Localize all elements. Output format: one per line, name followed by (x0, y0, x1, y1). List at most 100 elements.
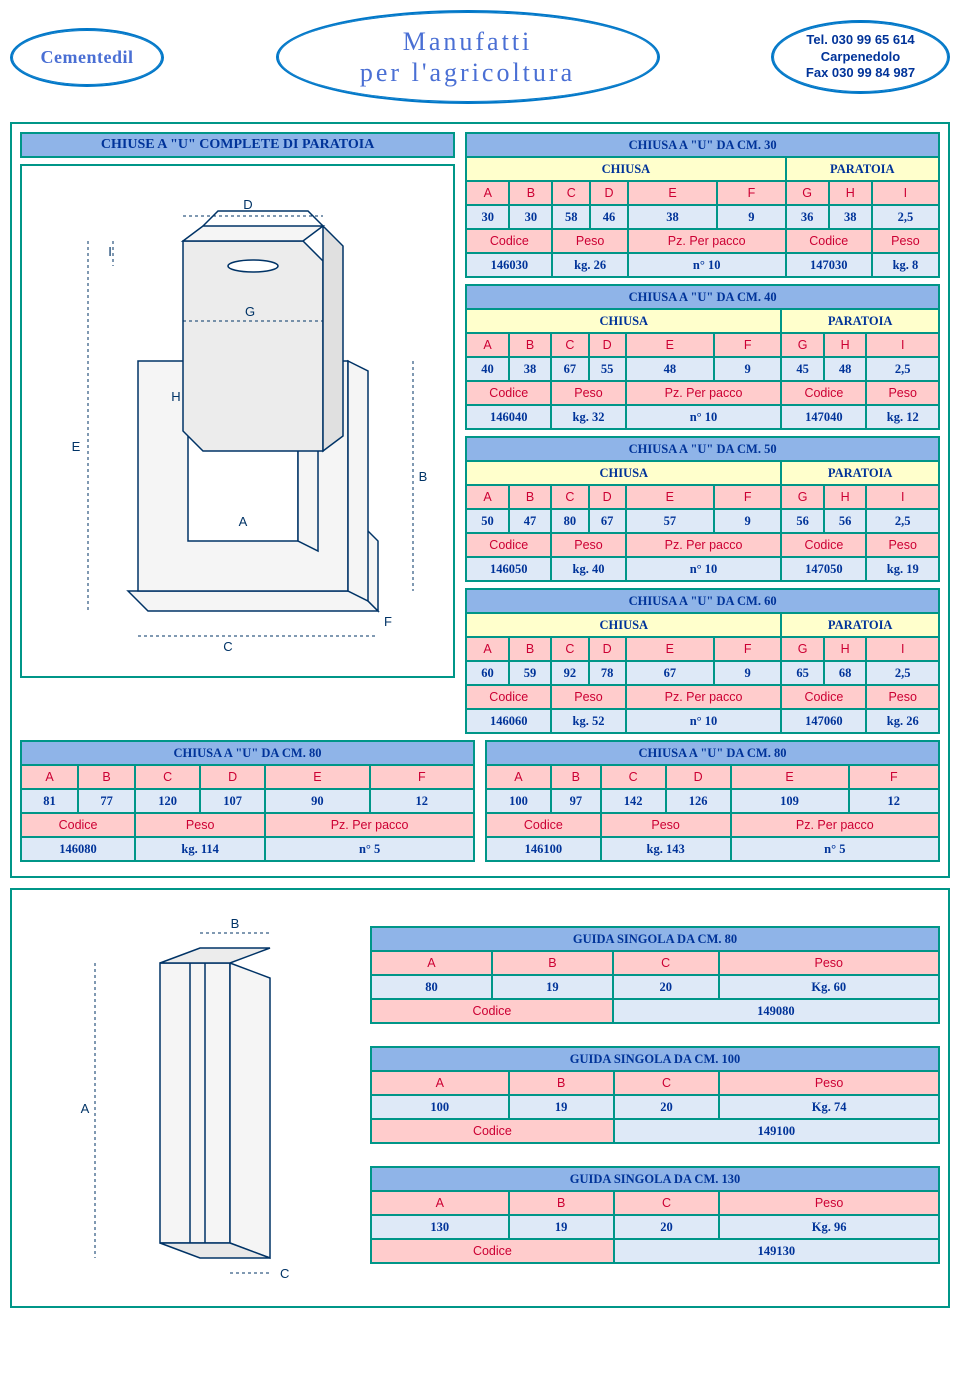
val-cell: 67 (626, 661, 714, 685)
col-C: C (551, 485, 588, 509)
val-peso: Kg. 60 (719, 975, 939, 999)
val-peso: kg. 26 (552, 253, 627, 277)
val-B: 19 (509, 1215, 614, 1239)
lbl-pz: Pz. Per pacco (265, 813, 474, 837)
val-C: 20 (614, 1095, 719, 1119)
diagram-title: CHIUSE A "U" COMPLETE DI PARATOIA (20, 132, 455, 158)
val-cell: 100 (486, 789, 551, 813)
val-peso: Kg. 74 (719, 1095, 939, 1119)
col-C: C (613, 951, 719, 975)
val-cell: 12 (370, 789, 474, 813)
lbl-peso: Peso (551, 381, 625, 405)
val-cell: 2,5 (866, 357, 939, 381)
col-F: F (370, 765, 474, 789)
table-title: CHIUSA A "U" DA CM. 50 (466, 437, 939, 461)
col-A: A (21, 765, 78, 789)
col-D: D (589, 637, 626, 661)
table-title: CHIUSA A "U" DA CM. 80 (21, 741, 474, 765)
col-E: E (626, 485, 714, 509)
val-cell: 57 (626, 509, 714, 533)
sub-chiusa: CHIUSA (466, 309, 781, 333)
chiusa-diagram: D I G H E B A C F (20, 164, 455, 678)
lbl-peso: Peso (551, 685, 625, 709)
lbl-codice: Codice (466, 229, 552, 253)
val-A: 80 (371, 975, 492, 999)
contact-oval: Tel. 030 99 65 614 Carpenedolo Fax 030 9… (771, 20, 950, 94)
lbl-codice: Codice (466, 685, 551, 709)
lbl-codice: Codice (781, 685, 866, 709)
lbl-codice: Codice (371, 1239, 614, 1263)
val-A: 100 (371, 1095, 509, 1119)
chiusa80-table: CHIUSA A "U" DA CM. 80 ABCDEF 1009714212… (485, 740, 940, 862)
col-I: I (866, 485, 939, 509)
guida-table: GUIDA SINGOLA DA CM. 80 A B C Peso 80 19… (370, 926, 940, 1024)
sub-paratoia: PARATOIA (781, 613, 939, 637)
lbl-peso: Peso (601, 813, 731, 837)
col-C: C (614, 1071, 719, 1095)
col-F: F (849, 765, 939, 789)
col-E: E (626, 637, 714, 661)
val-C: 20 (613, 975, 719, 999)
val-cell: 30 (466, 205, 509, 229)
val-cell: 90 (265, 789, 369, 813)
lbl-peso: Peso (552, 229, 627, 253)
chiusa-table: CHIUSA A "U" DA CM. 40 CHIUSAPARATOIA AB… (465, 284, 940, 430)
val-cell: 38 (628, 205, 717, 229)
val-cell: 67 (589, 509, 626, 533)
val-cell: 9 (714, 661, 781, 685)
guida-svg: B A C (30, 903, 330, 1293)
col-F: F (714, 333, 781, 357)
val-pz: n° 5 (265, 837, 474, 861)
table-title: GUIDA SINGOLA DA CM. 100 (371, 1047, 939, 1071)
val-par-peso: kg. 12 (866, 405, 939, 429)
guida-diagram: B A C (20, 898, 340, 1298)
lbl-codice: Codice (781, 381, 866, 405)
col-I: I (872, 181, 939, 205)
table-title: GUIDA SINGOLA DA CM. 130 (371, 1167, 939, 1191)
chiusa-table: CHIUSA A "U" DA CM. 30 CHIUSAPARATOIA AB… (465, 132, 940, 278)
contact-fax: Fax 030 99 84 987 (806, 65, 915, 82)
col-H: H (824, 333, 867, 357)
val-par-peso: kg. 8 (872, 253, 939, 277)
lbl-codice: Codice (371, 999, 613, 1023)
col-B: B (509, 1191, 614, 1215)
val-codice: 146030 (466, 253, 552, 277)
sub-paratoia: PARATOIA (781, 461, 939, 485)
val-cell: 68 (824, 661, 867, 685)
col-A: A (466, 637, 509, 661)
lbl-codice: Codice (371, 1119, 614, 1143)
val-A: 130 (371, 1215, 509, 1239)
sub-chiusa: CHIUSA (466, 157, 785, 181)
val-codice: 149130 (614, 1239, 939, 1263)
top-bar: Cementedil Manufatti per l'agricoltura T… (10, 10, 950, 104)
val-codice: 146040 (466, 405, 551, 429)
val-par-codice: 147040 (781, 405, 866, 429)
val-cell: 77 (78, 789, 135, 813)
chiuse80-row: CHIUSA A "U" DA CM. 80 ABCDEF 8177120107… (20, 740, 940, 868)
dim-C: C (223, 639, 232, 654)
val-C: 20 (614, 1215, 719, 1239)
val-cell: 2,5 (872, 205, 939, 229)
col-C: C (601, 765, 666, 789)
title-oval: Manufatti per l'agricoltura (276, 10, 660, 104)
dim-H: H (171, 389, 180, 404)
guida-table: GUIDA SINGOLA DA CM. 130 A B C Peso 130 … (370, 1166, 940, 1264)
col-G: G (781, 637, 824, 661)
val-codice: 149100 (614, 1119, 939, 1143)
lbl-codice: Codice (786, 229, 872, 253)
val-B: 19 (492, 975, 613, 999)
col-B: B (78, 765, 135, 789)
chiusa80-table: CHIUSA A "U" DA CM. 80 ABCDEF 8177120107… (20, 740, 475, 862)
lbl-peso: Peso (866, 381, 939, 405)
val-cell: 9 (714, 357, 781, 381)
val-pz: n° 10 (628, 253, 786, 277)
chiusa-table: CHIUSA A "U" DA CM. 60 CHIUSAPARATOIA AB… (465, 588, 940, 734)
col-G: G (781, 333, 824, 357)
val-par-peso: kg. 19 (866, 557, 939, 581)
col-C: C (552, 181, 590, 205)
val-cell: 126 (666, 789, 731, 813)
lbl-codice: Codice (21, 813, 135, 837)
col-E: E (628, 181, 717, 205)
val-cell: 48 (626, 357, 714, 381)
lbl-peso: Peso (135, 813, 265, 837)
